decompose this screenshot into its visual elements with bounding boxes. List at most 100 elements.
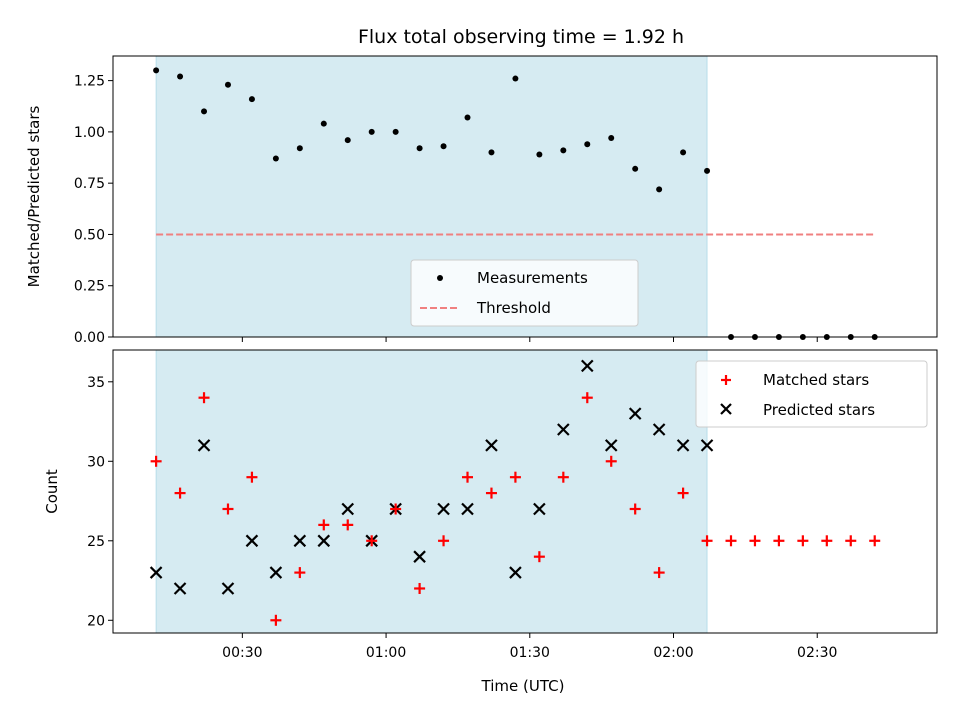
measurement-points — [153, 67, 878, 340]
measurement-point — [248, 96, 255, 103]
matched-star-point — [533, 551, 545, 563]
predicted-x-stroke — [317, 534, 331, 548]
measurement-point — [392, 128, 399, 135]
legend-measurements-label: Measurements — [477, 269, 588, 287]
measurement-point — [704, 167, 711, 174]
measurement-point — [272, 155, 279, 162]
predicted-x-stroke — [557, 423, 570, 436]
predicted-star-point — [221, 582, 235, 595]
predicted-x-stroke — [628, 407, 642, 420]
predicted-star-point — [437, 502, 450, 516]
predicted-x-stroke — [413, 550, 426, 563]
matched-star-point — [845, 535, 857, 547]
measurement-point — [296, 145, 303, 152]
legend-matched-marker — [721, 375, 731, 385]
bottom-x-tick-label: 00:30 — [222, 645, 262, 661]
bottom-x-tick-label: 01:00 — [366, 645, 406, 661]
matched-star-point — [629, 503, 641, 515]
predicted-x-stroke — [149, 566, 163, 579]
predicted-star-point — [557, 423, 570, 436]
matched-star-point — [270, 614, 282, 626]
predicted-star-point — [581, 359, 594, 373]
predicted-x-stroke — [509, 566, 522, 579]
legend-measurements-marker — [437, 275, 443, 281]
predicted-star-point — [533, 502, 546, 516]
top-y-tick-label: 1.00 — [74, 125, 105, 141]
top-panel: 0.00 0.25 0.50 0.75 1.00 1.25 Flux total obse… — [25, 26, 938, 346]
matched-star-point — [198, 392, 210, 404]
measurement-point — [680, 149, 687, 156]
predicted-x-stroke — [461, 502, 474, 516]
top-y-tick-label: 0.00 — [74, 330, 105, 346]
predicted-star-point — [628, 407, 642, 420]
bottom-x-tick-label: 02:00 — [653, 645, 693, 661]
top-y-axis-label: Matched/Predicted stars — [25, 106, 43, 288]
matched-star-point — [318, 519, 330, 531]
bottom-y-axis-label: Count — [43, 469, 61, 514]
predicted-star-point — [245, 534, 259, 548]
predicted-x-stroke — [197, 439, 211, 452]
predicted-star-point — [461, 502, 474, 516]
matched-star-point — [342, 519, 354, 531]
bottom-legend-box — [695, 360, 928, 428]
bottom-x-tick-label: 01:30 — [510, 645, 550, 661]
predicted-star-point — [173, 582, 187, 595]
top-y-tick-label: 0.50 — [74, 227, 105, 243]
predicted-star-point — [293, 534, 307, 548]
matched-star-point — [701, 535, 713, 547]
measurement-point — [512, 75, 519, 82]
matched-star-point — [462, 471, 474, 483]
top-legend: Measurements Threshold — [410, 259, 639, 327]
measurement-point — [560, 147, 567, 154]
predicted-x-stroke — [676, 439, 690, 452]
matched-star-point — [414, 582, 426, 594]
predicted-star-point — [269, 566, 283, 579]
top-axes-frame — [112, 55, 938, 338]
top-y-tick-label: 1.25 — [74, 74, 105, 90]
measurement-point — [224, 81, 231, 88]
measurement-point — [201, 108, 208, 115]
top-legend-box — [410, 259, 639, 327]
legend-matched-label: Matched stars — [763, 371, 869, 389]
measurement-point — [177, 73, 184, 80]
bottom-observing-interval-shade — [155, 349, 708, 634]
chart-title: Flux total observing time = 1.92 h — [358, 26, 684, 48]
predicted-star-point — [149, 566, 163, 579]
top-y-ticks: 0.00 0.25 0.50 0.75 1.00 1.25 — [74, 74, 113, 346]
predicted-star-point — [604, 439, 618, 452]
bottom-legend: Matched stars Predicted stars — [695, 360, 928, 428]
predicted-x-stroke — [437, 502, 450, 516]
measurement-point — [632, 165, 639, 172]
predicted-star-point — [341, 502, 355, 516]
predicted-star-point — [413, 550, 426, 563]
predicted-x-stroke — [341, 502, 355, 516]
bottom-y-tick-label: 20 — [87, 613, 105, 629]
legend-predicted-label: Predicted stars — [763, 401, 875, 419]
bottom-y-tick-label: 30 — [87, 454, 105, 470]
measurement-point — [153, 67, 160, 74]
predicted-x-stroke — [173, 582, 187, 595]
bottom-panel: 20 25 30 35 00:30 01:00 01:30 02:00 02:30 Count… — [43, 349, 938, 695]
predicted-star-point — [485, 439, 498, 452]
matched-star-point — [749, 535, 761, 547]
matched-star-point — [605, 455, 617, 467]
matched-star-point — [438, 535, 450, 547]
matched-star-point — [390, 503, 402, 515]
predicted-x-stroke — [533, 502, 546, 516]
matched-star-point — [150, 455, 162, 467]
matched-star-point — [821, 535, 833, 547]
top-y-tick-label: 0.75 — [74, 176, 105, 192]
matched-star-point — [677, 487, 689, 499]
measurement-point — [656, 186, 663, 193]
matched-star-point — [797, 535, 809, 547]
predicted-star-point — [509, 566, 522, 579]
predicted-x-stroke — [485, 439, 498, 452]
bottom-axes-frame — [112, 349, 938, 634]
predicted-star-point — [676, 439, 690, 452]
matched-star-point — [485, 487, 497, 499]
matched-star-point — [557, 471, 569, 483]
predicted-x-stroke — [293, 534, 307, 548]
bottom-y-ticks: 20 25 30 35 — [87, 375, 113, 629]
predicted-x-stroke — [652, 423, 666, 436]
